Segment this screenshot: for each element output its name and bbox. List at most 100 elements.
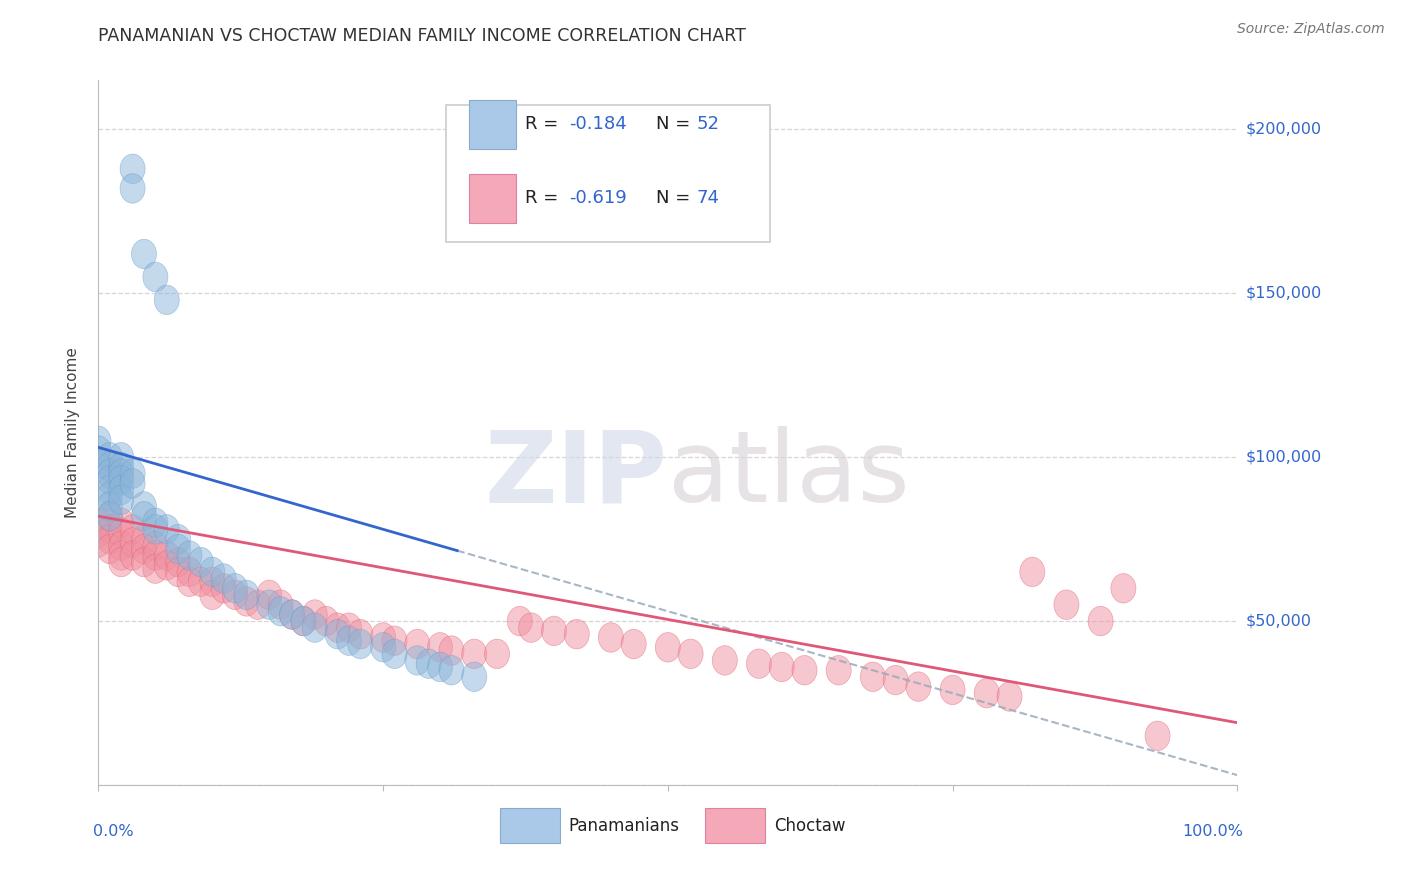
Ellipse shape bbox=[1054, 590, 1078, 619]
Ellipse shape bbox=[269, 590, 294, 619]
Text: $200,000: $200,000 bbox=[1246, 122, 1322, 137]
Ellipse shape bbox=[97, 442, 122, 472]
Ellipse shape bbox=[166, 558, 191, 587]
Text: $150,000: $150,000 bbox=[1246, 285, 1322, 301]
Ellipse shape bbox=[86, 426, 111, 456]
Ellipse shape bbox=[200, 567, 225, 597]
Ellipse shape bbox=[97, 501, 122, 531]
Ellipse shape bbox=[382, 639, 408, 669]
Text: $50,000: $50,000 bbox=[1246, 614, 1312, 629]
Ellipse shape bbox=[291, 607, 316, 636]
Ellipse shape bbox=[347, 629, 373, 659]
Text: PANAMANIAN VS CHOCTAW MEDIAN FAMILY INCOME CORRELATION CHART: PANAMANIAN VS CHOCTAW MEDIAN FAMILY INCO… bbox=[98, 27, 747, 45]
Ellipse shape bbox=[86, 436, 111, 466]
Ellipse shape bbox=[188, 567, 214, 597]
Ellipse shape bbox=[302, 613, 328, 642]
Ellipse shape bbox=[155, 541, 180, 570]
Ellipse shape bbox=[519, 613, 544, 642]
Ellipse shape bbox=[86, 528, 111, 558]
Text: atlas: atlas bbox=[668, 426, 910, 524]
Ellipse shape bbox=[108, 458, 134, 488]
Ellipse shape bbox=[1111, 574, 1136, 603]
Ellipse shape bbox=[120, 468, 145, 498]
Text: -0.619: -0.619 bbox=[569, 189, 627, 207]
Ellipse shape bbox=[143, 262, 167, 292]
Ellipse shape bbox=[97, 501, 122, 531]
Ellipse shape bbox=[941, 675, 965, 705]
Ellipse shape bbox=[120, 458, 145, 488]
Ellipse shape bbox=[233, 580, 259, 609]
Ellipse shape bbox=[120, 541, 145, 570]
Ellipse shape bbox=[541, 616, 567, 646]
Ellipse shape bbox=[257, 590, 281, 619]
Ellipse shape bbox=[1088, 607, 1114, 636]
Text: -0.184: -0.184 bbox=[569, 115, 627, 133]
Ellipse shape bbox=[120, 515, 145, 544]
Ellipse shape bbox=[439, 656, 464, 685]
Text: Choctaw: Choctaw bbox=[773, 817, 845, 835]
Ellipse shape bbox=[143, 554, 167, 583]
Ellipse shape bbox=[564, 619, 589, 649]
Ellipse shape bbox=[439, 636, 464, 665]
Ellipse shape bbox=[678, 639, 703, 669]
Ellipse shape bbox=[155, 515, 180, 544]
Ellipse shape bbox=[97, 475, 122, 505]
Ellipse shape bbox=[405, 629, 430, 659]
Ellipse shape bbox=[108, 548, 134, 577]
Ellipse shape bbox=[371, 632, 395, 662]
Ellipse shape bbox=[599, 623, 623, 652]
Ellipse shape bbox=[314, 607, 339, 636]
Ellipse shape bbox=[291, 607, 316, 636]
Ellipse shape bbox=[131, 534, 156, 564]
Ellipse shape bbox=[97, 515, 122, 544]
Ellipse shape bbox=[974, 679, 1000, 708]
Ellipse shape bbox=[86, 449, 111, 478]
Y-axis label: Median Family Income: Median Family Income bbox=[65, 347, 80, 518]
Ellipse shape bbox=[108, 466, 134, 495]
Ellipse shape bbox=[108, 541, 134, 570]
Ellipse shape bbox=[177, 541, 202, 570]
FancyBboxPatch shape bbox=[468, 174, 516, 223]
Text: Source: ZipAtlas.com: Source: ZipAtlas.com bbox=[1237, 22, 1385, 37]
Ellipse shape bbox=[336, 626, 361, 656]
FancyBboxPatch shape bbox=[501, 808, 560, 843]
Ellipse shape bbox=[382, 626, 408, 656]
Ellipse shape bbox=[108, 508, 134, 538]
Ellipse shape bbox=[97, 452, 122, 482]
Text: 74: 74 bbox=[696, 189, 720, 207]
Ellipse shape bbox=[86, 518, 111, 548]
Ellipse shape bbox=[347, 619, 373, 649]
Ellipse shape bbox=[997, 681, 1022, 711]
Ellipse shape bbox=[108, 475, 134, 505]
Ellipse shape bbox=[143, 531, 167, 560]
Ellipse shape bbox=[485, 639, 509, 669]
Ellipse shape bbox=[166, 524, 191, 554]
Ellipse shape bbox=[131, 239, 156, 268]
Ellipse shape bbox=[769, 652, 794, 681]
Ellipse shape bbox=[713, 646, 737, 675]
Ellipse shape bbox=[302, 599, 328, 629]
Ellipse shape bbox=[131, 501, 156, 531]
Ellipse shape bbox=[427, 632, 453, 662]
Ellipse shape bbox=[86, 508, 111, 538]
Ellipse shape bbox=[97, 458, 122, 488]
Ellipse shape bbox=[508, 607, 533, 636]
Ellipse shape bbox=[200, 558, 225, 587]
Ellipse shape bbox=[166, 534, 191, 564]
Ellipse shape bbox=[427, 652, 453, 681]
Ellipse shape bbox=[280, 599, 305, 629]
Ellipse shape bbox=[120, 528, 145, 558]
Ellipse shape bbox=[222, 580, 247, 609]
Ellipse shape bbox=[883, 665, 908, 695]
Ellipse shape bbox=[233, 587, 259, 616]
Ellipse shape bbox=[792, 656, 817, 685]
Ellipse shape bbox=[166, 548, 191, 577]
Ellipse shape bbox=[97, 524, 122, 554]
Ellipse shape bbox=[860, 662, 886, 691]
Ellipse shape bbox=[905, 672, 931, 701]
Ellipse shape bbox=[269, 597, 294, 626]
Text: 0.0%: 0.0% bbox=[93, 823, 134, 838]
Ellipse shape bbox=[97, 491, 122, 521]
Ellipse shape bbox=[108, 531, 134, 560]
FancyBboxPatch shape bbox=[446, 105, 770, 243]
